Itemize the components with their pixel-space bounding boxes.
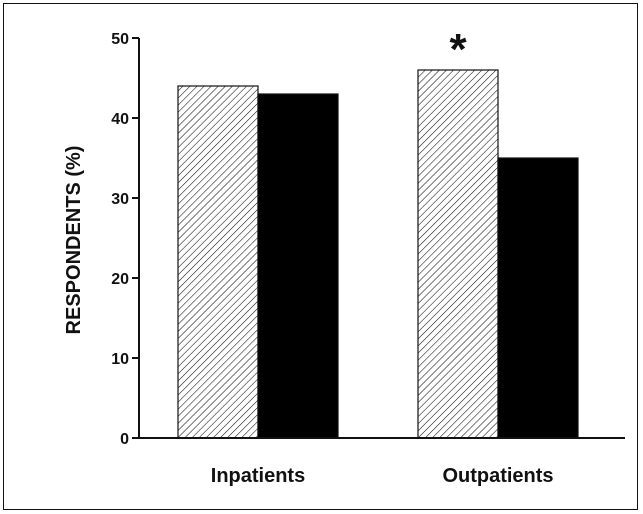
y-axis-title: RESPONDENTS (%) <box>63 146 85 335</box>
bar-outpatients-series-2 <box>497 157 579 439</box>
annotations: * <box>449 25 467 74</box>
axes-group: 0 10 20 30 40 50 <box>111 31 625 448</box>
bar-inpatients-series-2 <box>257 93 339 439</box>
y-tick-label: 30 <box>111 191 129 208</box>
category-label-inpatients: Inpatients <box>211 465 305 487</box>
y-tick-label: 50 <box>111 31 129 48</box>
bars-group <box>177 69 579 439</box>
bar-outpatients-series-1 <box>417 69 499 439</box>
y-tick-label: 10 <box>111 351 129 368</box>
y-tick-label: 40 <box>111 111 129 128</box>
y-tick-label: 0 <box>120 431 129 448</box>
category-labels: Inpatients Outpatients <box>211 465 554 487</box>
significance-asterisk: * <box>449 25 467 74</box>
y-tick-label: 20 <box>111 271 129 288</box>
bar-inpatients-series-1 <box>177 85 259 439</box>
category-label-outpatients: Outpatients <box>442 465 553 487</box>
